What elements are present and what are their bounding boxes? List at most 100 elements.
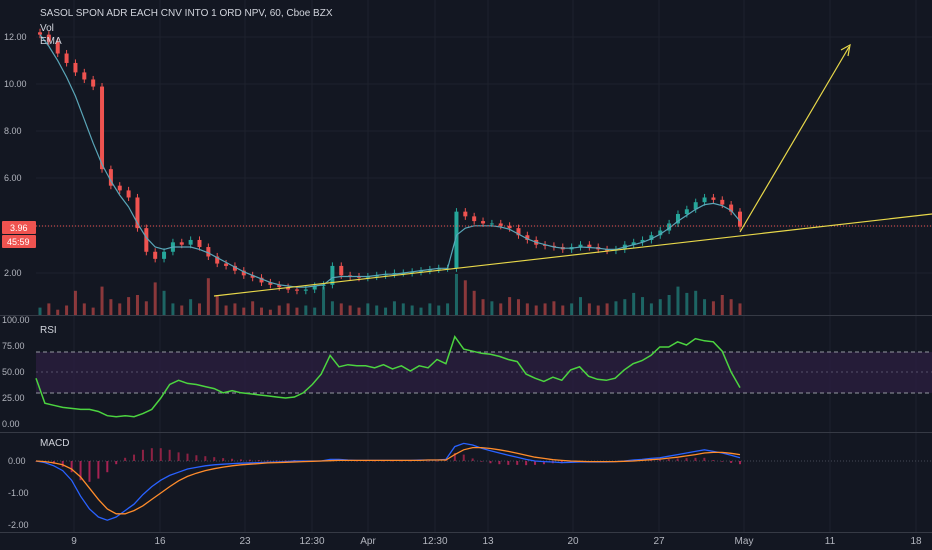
candle-body — [356, 276, 361, 278]
macd-histogram-bar — [204, 456, 207, 461]
volume-bar — [357, 307, 361, 316]
price-tick-label: 6.00 — [4, 173, 22, 183]
ema-line — [39, 34, 741, 288]
candle-body — [693, 202, 698, 210]
candle-body — [38, 32, 42, 35]
volume-bar — [73, 290, 77, 316]
countdown-badge — [2, 235, 36, 248]
volume-bar — [313, 307, 317, 316]
volume-bar — [525, 303, 529, 316]
macd-histogram-bar — [124, 457, 127, 461]
candle-body — [135, 197, 140, 229]
candle-body — [454, 211, 459, 269]
macd-histogram-bar — [133, 454, 136, 461]
macd-histogram-bar — [694, 457, 697, 461]
macd-histogram-bar — [88, 461, 91, 482]
volume-bar — [330, 301, 334, 316]
y-axis-ticks: 12.00 10.00 8.00 6.00 2.00 100.00 75.00 50.00 25… — [2, 32, 30, 530]
volume-bar — [153, 282, 157, 316]
price-tick-label: 8.00 — [4, 126, 22, 136]
macd-histogram-bar — [70, 461, 73, 473]
candle-body — [729, 204, 734, 212]
volume-bar — [720, 295, 724, 316]
macd-histogram-bar — [453, 453, 456, 461]
volume-bar — [605, 303, 609, 316]
volume-bar — [446, 303, 450, 316]
candle-body — [100, 86, 105, 170]
x-axis-label: 13 — [482, 536, 494, 547]
candle-body — [516, 228, 521, 236]
countdown-text: 45:59 — [7, 237, 30, 247]
macd-histogram — [35, 448, 741, 482]
macd-histogram-bar — [382, 461, 385, 462]
indicator-ema-label: EMA — [40, 36, 62, 47]
volume-bar — [561, 305, 565, 316]
candle-body — [339, 265, 344, 276]
volume-bar — [82, 303, 86, 316]
volume-bar — [384, 307, 388, 316]
candle-body — [259, 277, 264, 283]
macd-histogram-bar — [525, 461, 528, 466]
candle-body — [153, 251, 158, 259]
rsi-pane-label: RSI — [40, 325, 57, 336]
macd-histogram-bar — [364, 461, 367, 462]
volume-bar — [499, 303, 503, 316]
candle-body — [684, 209, 689, 214]
candle-body — [82, 72, 87, 80]
volume-bar — [596, 305, 600, 316]
macd-histogram-bar — [177, 452, 180, 461]
macd-histogram-bar — [712, 460, 715, 461]
candle-body — [303, 289, 308, 291]
candle-body — [117, 185, 122, 191]
macd-histogram-bar — [159, 448, 162, 461]
macd-tick-label: -1.00 — [8, 488, 29, 498]
candle-body — [365, 276, 370, 278]
volume-bar — [392, 301, 396, 316]
chart-title: SASOL SPON ADR EACH CNV INTO 1 ORD NPV, … — [40, 8, 333, 19]
candle-body — [738, 211, 742, 227]
candle-body — [91, 79, 96, 87]
candle-body — [64, 53, 69, 63]
volume-bar — [215, 295, 219, 316]
volume-bars — [38, 274, 742, 316]
projection-arrow-head — [840, 43, 851, 57]
volume-bar — [552, 301, 556, 316]
macd-histogram-bar — [150, 448, 153, 461]
volume-bar — [428, 303, 432, 316]
volume-bar — [127, 297, 131, 316]
volume-bar — [676, 286, 680, 316]
macd-histogram-bar — [231, 458, 234, 461]
volume-bar — [658, 299, 662, 316]
volume-bar — [118, 303, 122, 316]
macd-histogram-bar — [400, 461, 403, 462]
macd-histogram-bar — [248, 459, 251, 461]
macd-histogram-bar — [489, 461, 492, 464]
volume-bar — [703, 299, 707, 316]
volume-bar — [419, 307, 423, 316]
macd-histogram-bar — [222, 458, 225, 461]
volume-bar — [472, 290, 476, 316]
volume-bar — [632, 292, 636, 316]
macd-histogram-bar — [168, 449, 171, 461]
candle-body — [73, 62, 78, 73]
candle-body — [507, 225, 512, 229]
candle-body — [525, 235, 530, 240]
volume-bar — [224, 305, 228, 316]
volume-bar — [729, 299, 733, 316]
volume-bar — [162, 290, 166, 316]
x-axis-label: 12:30 — [299, 536, 324, 547]
volume-bar — [570, 303, 574, 316]
volume-bar — [286, 303, 290, 316]
x-axis-label: May — [735, 536, 754, 547]
macd-histogram-bar — [676, 458, 679, 461]
x-axis-label: 18 — [910, 536, 922, 547]
volume-bar — [685, 292, 689, 316]
candle-body — [675, 214, 680, 224]
macd-histogram-bar — [373, 461, 376, 462]
x-axis-label: 20 — [567, 536, 579, 547]
x-axis-label: 12:30 — [422, 536, 447, 547]
macd-histogram-bar — [542, 461, 545, 465]
